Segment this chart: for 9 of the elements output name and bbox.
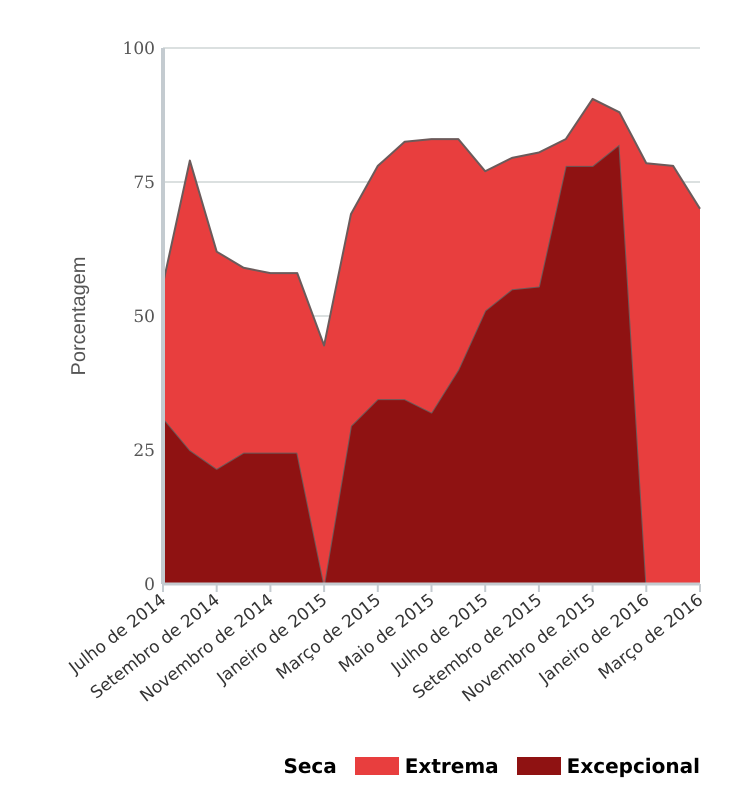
legend-label: Extrema (404, 754, 499, 778)
legend-title: Seca (283, 754, 337, 778)
y-tick-label: 75 (133, 173, 155, 194)
legend-label: Excepcional (566, 754, 700, 778)
y-tick-label: 50 (133, 307, 155, 328)
y-tick-label: 25 (133, 441, 155, 462)
y-axis-title: Porcentagem (68, 256, 90, 376)
y-tick-label: 100 (122, 39, 155, 60)
y-tick-label: 0 (144, 575, 155, 596)
